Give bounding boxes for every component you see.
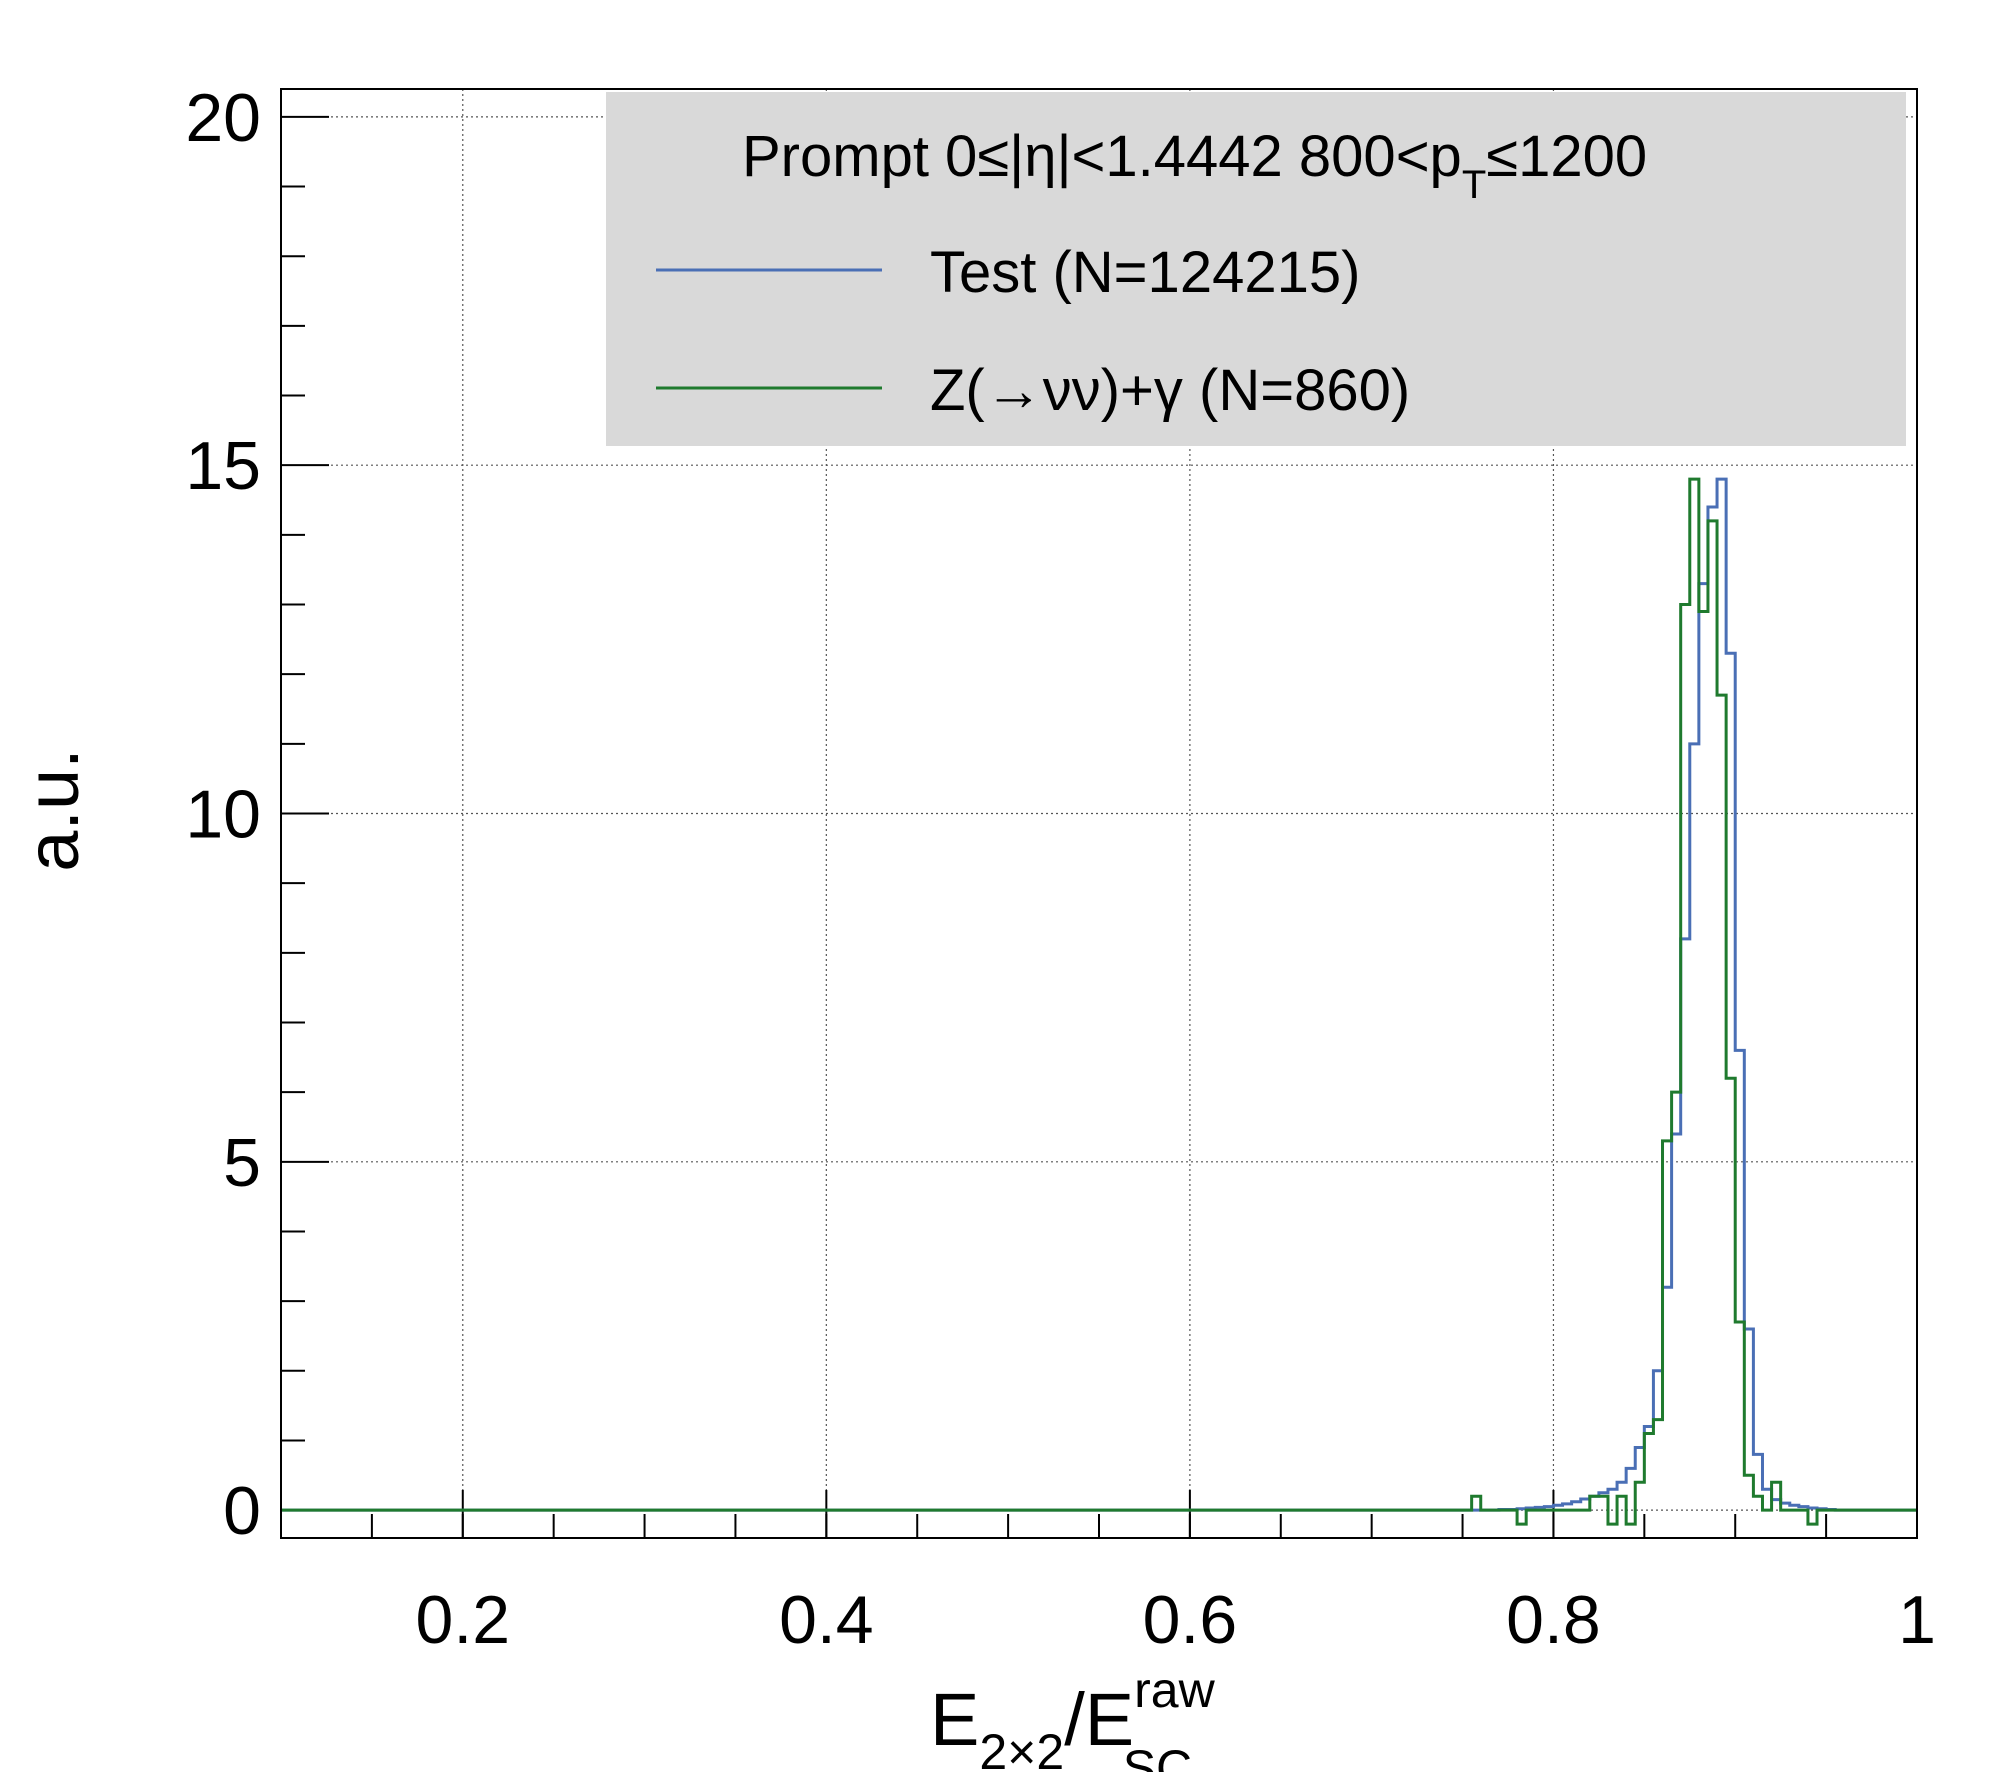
y-tick-label: 15	[185, 428, 261, 504]
legend-label-test: Test (N=124215)	[930, 240, 1360, 305]
x-tick-label: 0.2	[416, 1582, 511, 1658]
plot-frame	[280, 88, 1918, 1539]
legend-header: Prompt 0≤|η|<1.4442 800<pT≤1200	[742, 124, 1647, 207]
y-tick-label: 5	[223, 1125, 261, 1201]
axis-ticks	[280, 115, 1918, 1538]
y-tick-label: 20	[185, 80, 261, 156]
x-tick-label: 1	[1898, 1582, 1936, 1658]
x-axis-title: E2×2/Eraw SC	[930, 1662, 1216, 1772]
x-tick-label: 0.8	[1506, 1582, 1601, 1658]
y-tick-label: 0	[223, 1473, 261, 1549]
legend: Prompt 0≤|η|<1.4442 800<pT≤1200 Test (N=…	[606, 92, 1906, 446]
y-tick-label: 10	[185, 777, 261, 853]
series-line-1	[281, 477, 1917, 1526]
series-line-0	[281, 477, 1917, 1512]
series-layer	[281, 477, 1917, 1526]
x-tick-label: 0.4	[779, 1582, 874, 1658]
legend-label-znunugamma: Z(→νν)+γ (N=860)	[930, 358, 1410, 423]
x-tick-label: 0.6	[1143, 1582, 1238, 1658]
y-axis-title: a.u.	[11, 748, 94, 871]
